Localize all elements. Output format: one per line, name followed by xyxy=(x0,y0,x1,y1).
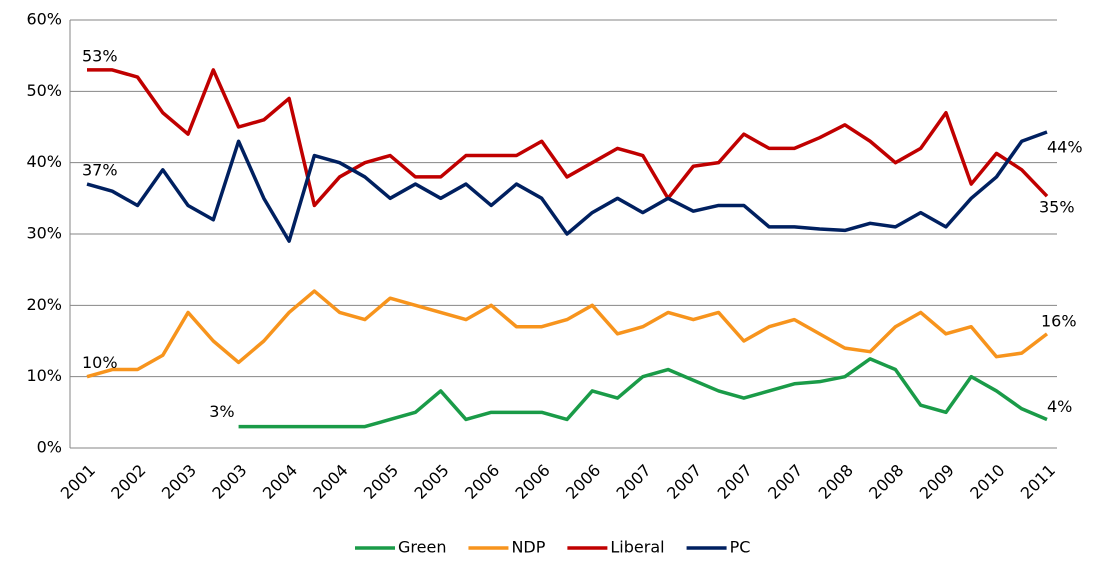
legend-label: Liberal xyxy=(610,538,664,557)
x-tick-label: 2007 xyxy=(663,461,705,503)
data-label: 10% xyxy=(82,353,118,372)
legend-label: NDP xyxy=(511,538,545,557)
x-tick-label: 2006 xyxy=(461,461,503,503)
x-tick-label: 2002 xyxy=(107,461,149,503)
x-tick-label: 2005 xyxy=(410,461,452,503)
x-tick-label: 2001 xyxy=(57,461,99,503)
legend: Green NDP Liberal PC xyxy=(355,538,750,557)
x-tick-label: 2007 xyxy=(613,461,655,503)
line-series xyxy=(87,68,1049,208)
data-label: 37% xyxy=(82,161,118,180)
y-tick-label: 60% xyxy=(26,10,62,29)
y-tick-label: 40% xyxy=(26,152,62,171)
x-tick-label: 2007 xyxy=(764,461,806,503)
y-tick-label: 10% xyxy=(26,366,62,385)
data-label: 44% xyxy=(1047,137,1083,156)
x-tick-label: 2003 xyxy=(158,461,200,503)
x-tick-label: 2004 xyxy=(309,461,351,503)
x-tick-label: 2008 xyxy=(865,461,907,503)
legend-label: PC xyxy=(730,538,751,557)
x-tick-label: 2005 xyxy=(360,461,402,503)
y-tick-label: 20% xyxy=(26,295,62,314)
x-tick-label: 2004 xyxy=(259,461,301,503)
x-tick-label: 2011 xyxy=(1017,461,1059,503)
x-tick-label: 2010 xyxy=(966,461,1008,503)
line-series xyxy=(86,289,1049,379)
x-tick-label: 2003 xyxy=(208,461,250,503)
y-tick-label: 50% xyxy=(26,81,62,100)
x-tick-label: 2007 xyxy=(714,461,756,503)
data-label: 16% xyxy=(1041,311,1077,330)
legend-label: Green xyxy=(398,538,446,557)
x-tick-label: 2009 xyxy=(916,461,958,503)
data-label: 3% xyxy=(209,402,234,421)
x-tick-label: 2008 xyxy=(815,461,857,503)
y-tick-label: 0% xyxy=(37,438,62,457)
data-label: 53% xyxy=(82,46,118,65)
data-label: 35% xyxy=(1039,198,1075,217)
y-tick-label: 30% xyxy=(26,224,62,243)
line-series xyxy=(86,130,1048,243)
x-tick-label: 2006 xyxy=(562,461,604,503)
line-series xyxy=(238,357,1048,429)
x-tick-label: 2006 xyxy=(512,461,554,503)
data-label: 4% xyxy=(1047,397,1072,416)
